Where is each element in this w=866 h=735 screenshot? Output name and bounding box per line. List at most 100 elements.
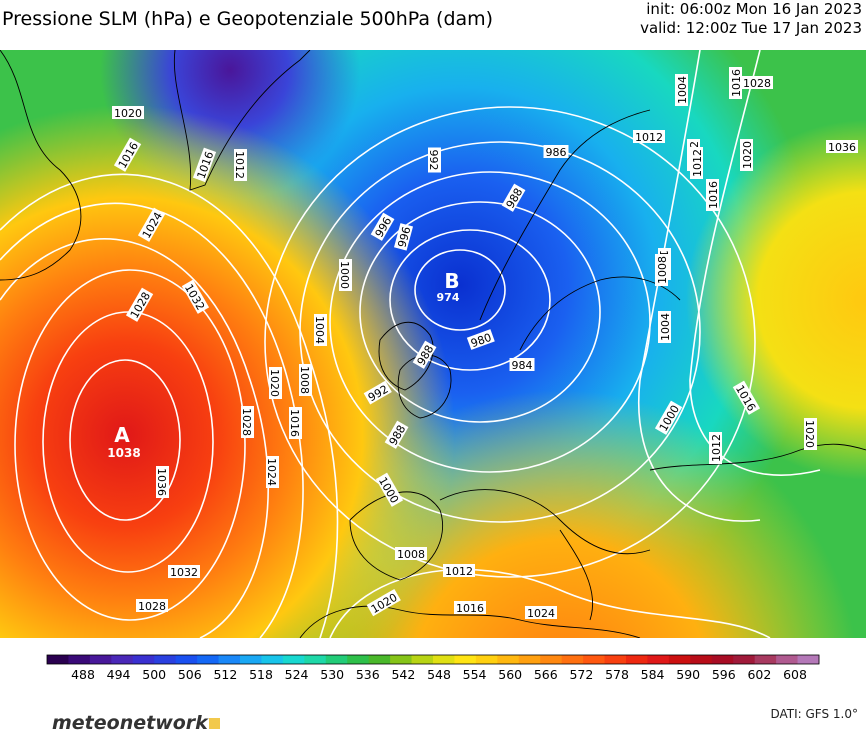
isobar-label-bg (633, 130, 665, 143)
colorbar-swatch (89, 655, 112, 664)
colorbar-swatch (154, 655, 177, 664)
isobar-label-bg (339, 259, 352, 291)
colorbar-ticks: 488 494 500 506 512 518 524 530 536 542 548 554 560 5… (71, 667, 807, 682)
isobar-label: 1016 (706, 179, 720, 211)
colorbar-tick-label: 536 (356, 667, 380, 682)
colorbar-swatch (175, 655, 198, 664)
isobar-label-bg (740, 139, 753, 171)
colorbar-swatch (411, 655, 434, 664)
map-title: Pressione SLM (hPa) e Geopotenziale 500h… (2, 8, 494, 30)
isobar-label: 1020 (803, 418, 817, 450)
isobar-label-text: 1004 (313, 316, 326, 344)
isobar-label: 1012 (443, 564, 475, 578)
colorbar-tick-label: 542 (391, 667, 415, 682)
colorbar-tick-label: 572 (569, 667, 593, 682)
isobar-label: 1016 (729, 67, 743, 99)
colorbar-swatch (454, 655, 477, 664)
isobar-label-text: 1016 (730, 69, 743, 97)
isobar-label-text: 1020 (803, 420, 816, 448)
colorbar-tick-label: 554 (463, 667, 487, 682)
isobar-label-bg (366, 588, 401, 617)
isobar-label-bg (729, 67, 742, 99)
high-letter: A (114, 423, 130, 447)
colorbar-tick-label: 488 (71, 667, 95, 682)
isobar-label-bg (266, 456, 279, 488)
isobar-label: 1024 (265, 456, 279, 488)
isobar-label-text: 1020 (268, 369, 281, 397)
colorbar-swatch (240, 655, 262, 664)
colorbar-swatch (218, 655, 241, 664)
isobar-label-bg (125, 287, 154, 322)
isobar-label-text: 1028 (138, 600, 166, 613)
isobar-label-bg (826, 140, 858, 153)
isobar-label: 1004 (658, 311, 672, 343)
isobar-label: 996 (394, 223, 414, 251)
colorbar-swatch (132, 655, 155, 664)
isobar-label-text: 1000 (338, 261, 351, 289)
isobar-label-bg (375, 472, 404, 507)
colorbar-swatch (647, 655, 670, 664)
isobar-label-text: 1004 (659, 313, 672, 341)
colorbar-tick-label: 584 (641, 667, 665, 682)
isobar-label-bg (156, 466, 169, 498)
isobar-label-text: 1016 (288, 409, 301, 437)
isobar-label: 1020 (740, 139, 754, 171)
isobar-label-bg (466, 329, 495, 350)
colorbar-swatch (347, 655, 370, 664)
isobar-label: 1000 (338, 259, 352, 291)
isobar-label-bg (234, 149, 247, 181)
isobar-label-bg (384, 420, 409, 449)
isobar-label: 984 (509, 358, 535, 372)
isobar-label-bg (241, 406, 254, 438)
colorbar-tick-label: 524 (285, 667, 309, 682)
isobar-label-bg (443, 564, 475, 577)
colorbar-swatch (754, 655, 777, 664)
colorbar-swatch (47, 655, 69, 664)
isobar-label-bg (741, 76, 773, 89)
isobar-label-bg (299, 364, 312, 396)
isobar-label: 1028 (741, 76, 773, 90)
colorbar-swatch (368, 655, 391, 664)
colorbar-swatch (497, 655, 520, 664)
isobar-label-bg (454, 601, 486, 614)
init-time: init: 06:00z Mon 16 Jan 2023 (646, 0, 862, 18)
isobar-label: 1012 (709, 432, 723, 464)
colorbar-swatch (626, 655, 648, 664)
isobar-label-bg (655, 254, 668, 286)
colorbar-tick-label: 518 (249, 667, 273, 682)
colorbar-swatch (197, 655, 220, 664)
isobar-label-text: 1012 (635, 131, 663, 144)
isobars-low (264, 50, 821, 638)
colorbar-swatch (68, 655, 91, 664)
isobar-label: 1016 (454, 601, 486, 615)
colorbar-swatch (797, 655, 820, 664)
isobar-label-text: 1016 (456, 602, 484, 615)
isobar-label-bg (363, 380, 392, 405)
isobar-label-bg (658, 311, 671, 343)
isobar-label-text: 1032 (170, 566, 198, 579)
colorbar-tick-label: 530 (320, 667, 344, 682)
isobar-label-text: 986 (546, 146, 567, 159)
time-info: init: 06:00z Mon 16 Jan 2023 valid: 12:0… (640, 0, 862, 38)
brand-square (208, 718, 220, 729)
colorbar-swatch (540, 655, 563, 664)
isobar-label-bg (168, 565, 200, 578)
isobar-label-text: 1020 (114, 107, 142, 120)
colorbar-tick-label: 590 (676, 667, 700, 682)
isobar-label-bg (394, 223, 414, 251)
isobar-label-bg (412, 340, 437, 369)
isobar-label-bg (289, 407, 302, 439)
isobar-label-bg (543, 145, 569, 158)
isobar-label-bg (509, 358, 535, 371)
isobar-label: 1016 (288, 407, 302, 439)
isobar-label-text: 1020 (741, 141, 754, 169)
low-letter: B (444, 269, 459, 293)
colorbar-swatch (733, 655, 756, 664)
isobar-label-bg (525, 606, 557, 619)
data-source: DATI: GFS 1.0° (770, 707, 858, 721)
isobar-label: 986 (543, 145, 569, 159)
isobar-label: 1008 (395, 547, 427, 561)
high-value: 1038 (107, 446, 140, 460)
isobar-label: 1012 (633, 130, 665, 144)
